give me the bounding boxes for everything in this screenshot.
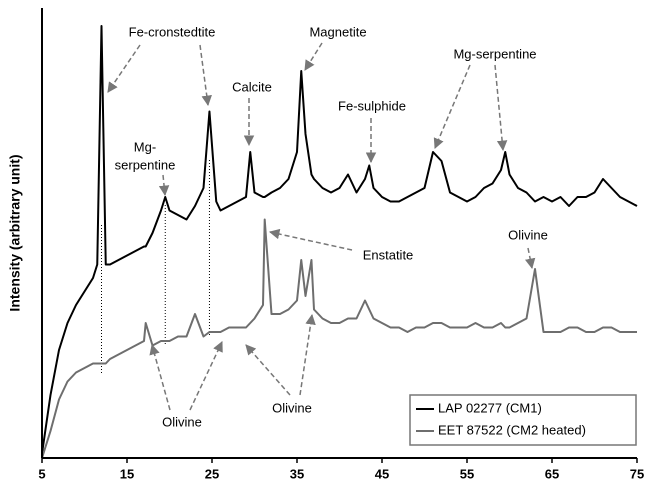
annotation: Mg-serpentine [453,46,536,61]
annotation: Olivine [272,400,312,415]
annotation-arrow [524,247,536,270]
annotation-arrow [107,44,141,93]
x-tick-label: 65 [545,466,559,481]
x-tick-label: 25 [205,466,219,481]
annotation: Enstatite [363,247,414,262]
x-tick-label: 15 [120,466,134,481]
y-axis-label: Intensity (arbitrary unit) [7,154,23,311]
legend-label: EET 87522 (CM2 heated) [438,422,586,437]
annotation: Olivine [508,227,548,242]
annotation: Olivine [162,414,202,429]
x-tick-label: 5 [38,466,45,481]
legend-label: LAP 02277 (CM1) [438,400,542,415]
annotation-arrow [304,42,323,71]
x-tick-label: 75 [630,466,644,481]
annotation-arrow [299,313,316,396]
annotation-arrow [149,343,171,411]
annotation-arrow [268,228,353,251]
annotation-arrow [199,44,212,107]
annotation-arrow [433,64,471,149]
series-line [41,218,637,459]
annotation: Fe-sulphide [338,98,406,113]
annotation-arrow [494,64,508,152]
series-line [41,25,638,454]
annotation-arrow [189,341,223,411]
annotation-arrow [245,344,291,396]
annotation-arrow [158,174,170,197]
annotation: Calcite [232,79,272,94]
annotation: serpentine [115,157,176,172]
annotation: Magnetite [309,24,366,39]
annotation: Mg- [134,139,156,154]
x-tick-label: 55 [460,466,474,481]
x-tick-label: 35 [290,466,304,481]
legend-box [409,394,637,446]
x-tick-label: 45 [375,466,389,481]
annotation: Fe-cronstedtite [129,24,216,39]
